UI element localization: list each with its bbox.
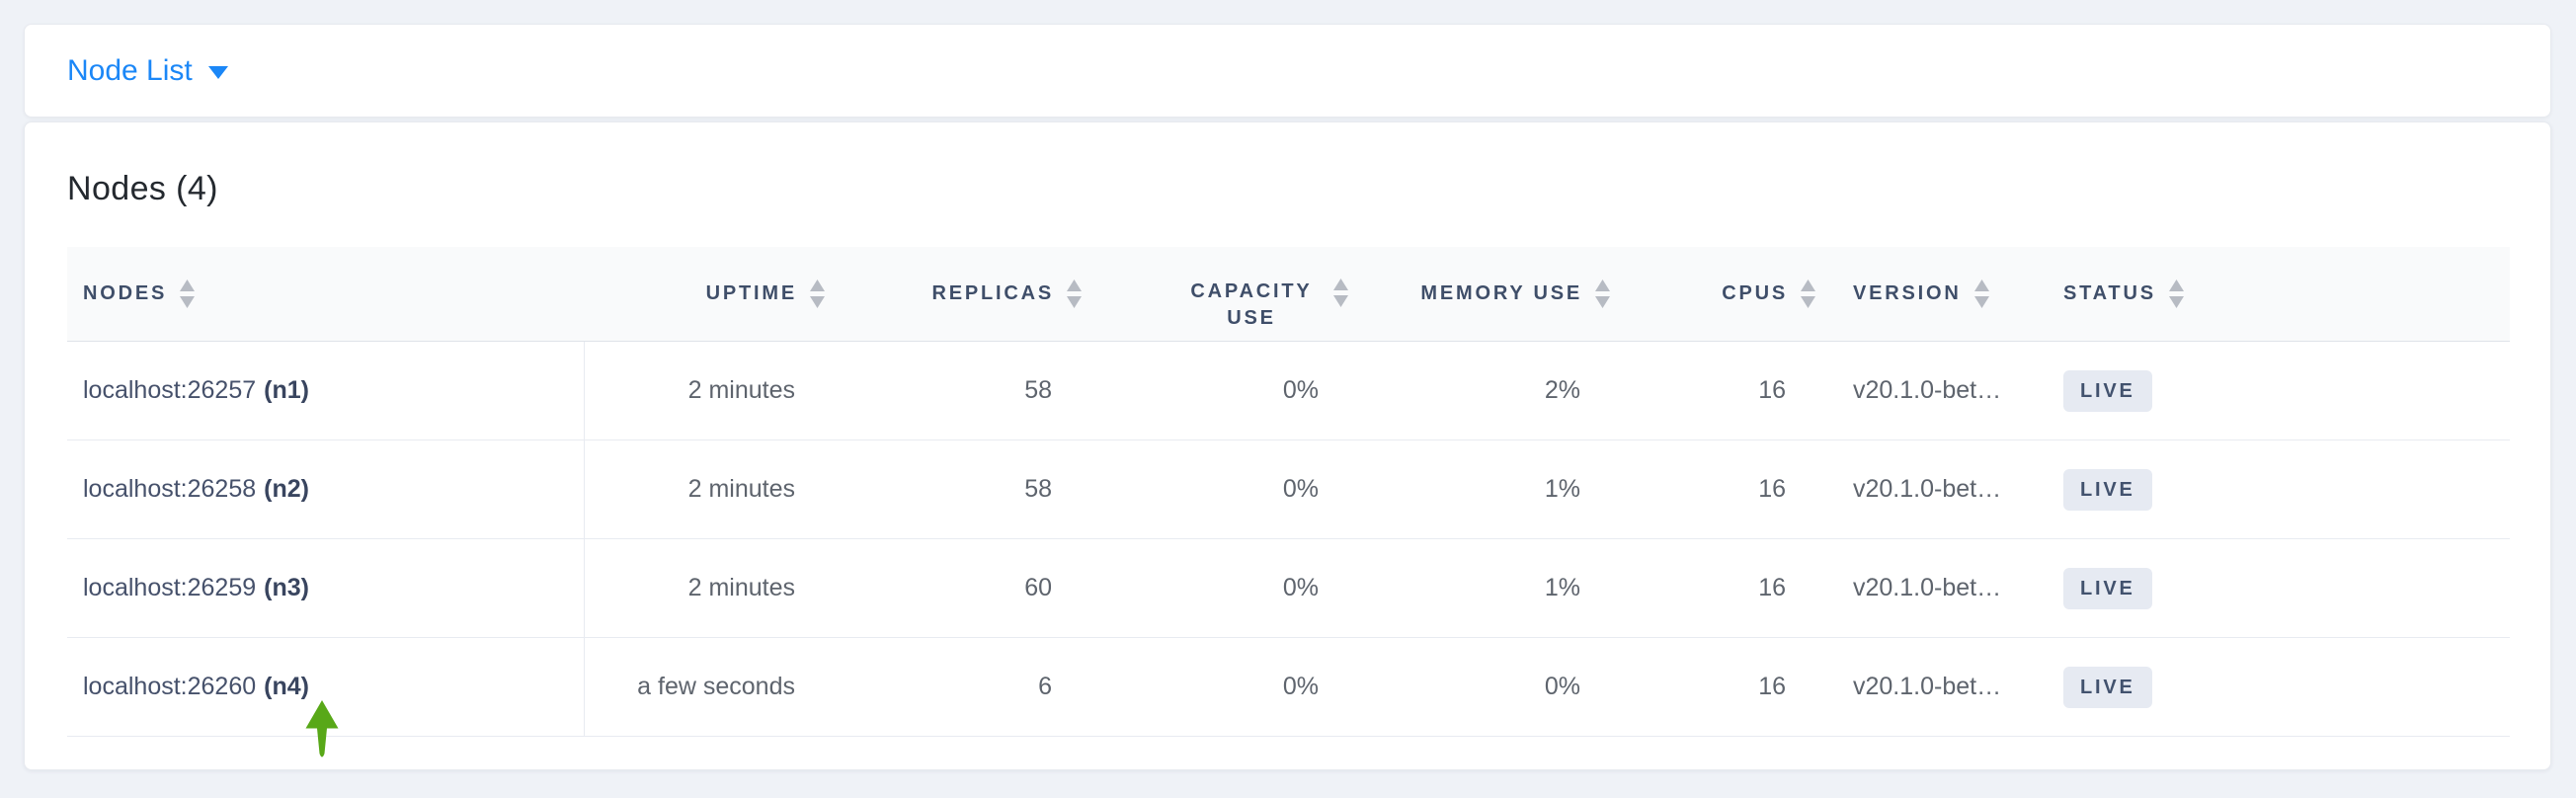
cell-memory-use: 1% (1348, 439, 1610, 539)
cell-cpus: 16 (1610, 439, 1815, 539)
cell-status: LIVE (2040, 538, 2510, 638)
sort-arrows-icon (1973, 279, 1989, 308)
node-id: (n1) (264, 376, 309, 404)
column-header-replicas[interactable]: REPLICAS (825, 247, 1082, 342)
cell-capacity-use: 0% (1082, 538, 1348, 638)
table-header-row: NODES UPTIME REPLICAS (67, 247, 2510, 342)
column-label: UPTIME (705, 282, 797, 304)
column-label: REPLICAS (931, 282, 1054, 304)
cell-version: v20.1.0-bet… (1815, 341, 2040, 440)
cell-replicas: 60 (825, 538, 1082, 638)
column-label: STATUS (2063, 282, 2156, 304)
column-label: NODES (83, 282, 168, 304)
sort-arrows-icon (1067, 279, 1082, 308)
sort-arrows-icon (1333, 278, 1348, 307)
cell-version: v20.1.0-bet… (1815, 538, 2040, 638)
node-address: localhost:26260 (83, 673, 257, 700)
sort-arrows-icon (180, 279, 196, 308)
cell-memory-use: 1% (1348, 538, 1610, 638)
column-header-nodes[interactable]: NODES (67, 247, 584, 342)
panel-title: Nodes (4) (67, 170, 218, 207)
node-list-dropdown-label: Node List (67, 53, 193, 87)
cell-node-address: localhost:26259 (n3) (67, 538, 585, 638)
cell-uptime: 2 minutes (584, 341, 825, 440)
cell-cpus: 16 (1610, 538, 1815, 638)
cell-uptime: 2 minutes (584, 439, 825, 539)
cell-uptime: 2 minutes (584, 538, 825, 638)
cell-uptime: a few seconds (584, 637, 825, 737)
cell-node-address: localhost:26258 (n2) (67, 439, 585, 539)
chevron-down-icon (207, 66, 228, 79)
cell-capacity-use: 0% (1082, 637, 1348, 737)
column-header-cpus[interactable]: CPUS (1610, 247, 1815, 342)
cell-replicas: 58 (825, 439, 1082, 539)
node-id: (n3) (264, 574, 309, 601)
sort-arrows-icon (810, 279, 825, 308)
column-label: MEMORY USE (1420, 282, 1582, 304)
status-badge: LIVE (2063, 468, 2152, 511)
table-row: localhost:26260 (n4) a few seconds 6 0% 0… (67, 637, 2510, 737)
cell-cpus: 16 (1610, 341, 1815, 440)
cell-capacity-use: 0% (1082, 439, 1348, 539)
column-header-memory-use[interactable]: MEMORY USE (1348, 247, 1610, 342)
column-header-status[interactable]: STATUS (2040, 247, 2510, 342)
view-selector-bar: Node List (24, 24, 2551, 118)
cell-replicas: 58 (825, 341, 1082, 440)
cell-memory-use: 2% (1348, 341, 1610, 440)
cell-memory-use: 0% (1348, 637, 1610, 737)
column-label: CPUS (1722, 282, 1788, 304)
column-label: VERSION (1853, 282, 1962, 304)
status-badge: LIVE (2063, 666, 2152, 708)
node-id: (n4) (264, 673, 309, 700)
status-badge: LIVE (2063, 369, 2152, 412)
status-badge: LIVE (2063, 567, 2152, 609)
highlight-arrow-icon (305, 700, 339, 758)
column-header-capacity-use[interactable]: CAPACITY USE (1082, 247, 1348, 342)
cell-cpus: 16 (1610, 637, 1815, 737)
cell-status: LIVE (2040, 439, 2510, 539)
table-row: localhost:26259 (n3) 2 minutes 60 0% 1% 1… (67, 538, 2510, 638)
node-address: localhost:26257 (83, 376, 257, 404)
cell-version: v20.1.0-bet… (1815, 439, 2040, 539)
cell-version: v20.1.0-bet… (1815, 637, 2040, 737)
cell-status: LIVE (2040, 637, 2510, 737)
node-id: (n2) (264, 475, 309, 503)
node-address: localhost:26258 (83, 475, 257, 503)
cell-capacity-use: 0% (1082, 341, 1348, 440)
cell-node-address: localhost:26257 (n1) (67, 341, 585, 440)
sort-arrows-icon (1595, 279, 1610, 308)
cell-status: LIVE (2040, 341, 2510, 440)
table-row: localhost:26257 (n1) 2 minutes 58 0% 2% 1… (67, 341, 2510, 440)
column-header-uptime[interactable]: UPTIME (584, 247, 825, 342)
sort-arrows-icon (2168, 279, 2184, 308)
nodes-panel: Nodes (4) NODES UPTIME (24, 121, 2551, 770)
column-label: CAPACITY USE (1190, 279, 1313, 329)
table-row: localhost:26258 (n2) 2 minutes 58 0% 1% 1… (67, 439, 2510, 539)
column-header-version[interactable]: VERSION (1815, 247, 2040, 342)
nodes-table-wrap: NODES UPTIME REPLICAS (67, 247, 2510, 737)
cell-replicas: 6 (825, 637, 1082, 737)
node-address: localhost:26259 (83, 574, 257, 601)
node-list-dropdown[interactable]: Node List (67, 54, 228, 88)
sort-arrows-icon (1801, 279, 1815, 308)
nodes-table: NODES UPTIME REPLICAS (67, 247, 2510, 737)
